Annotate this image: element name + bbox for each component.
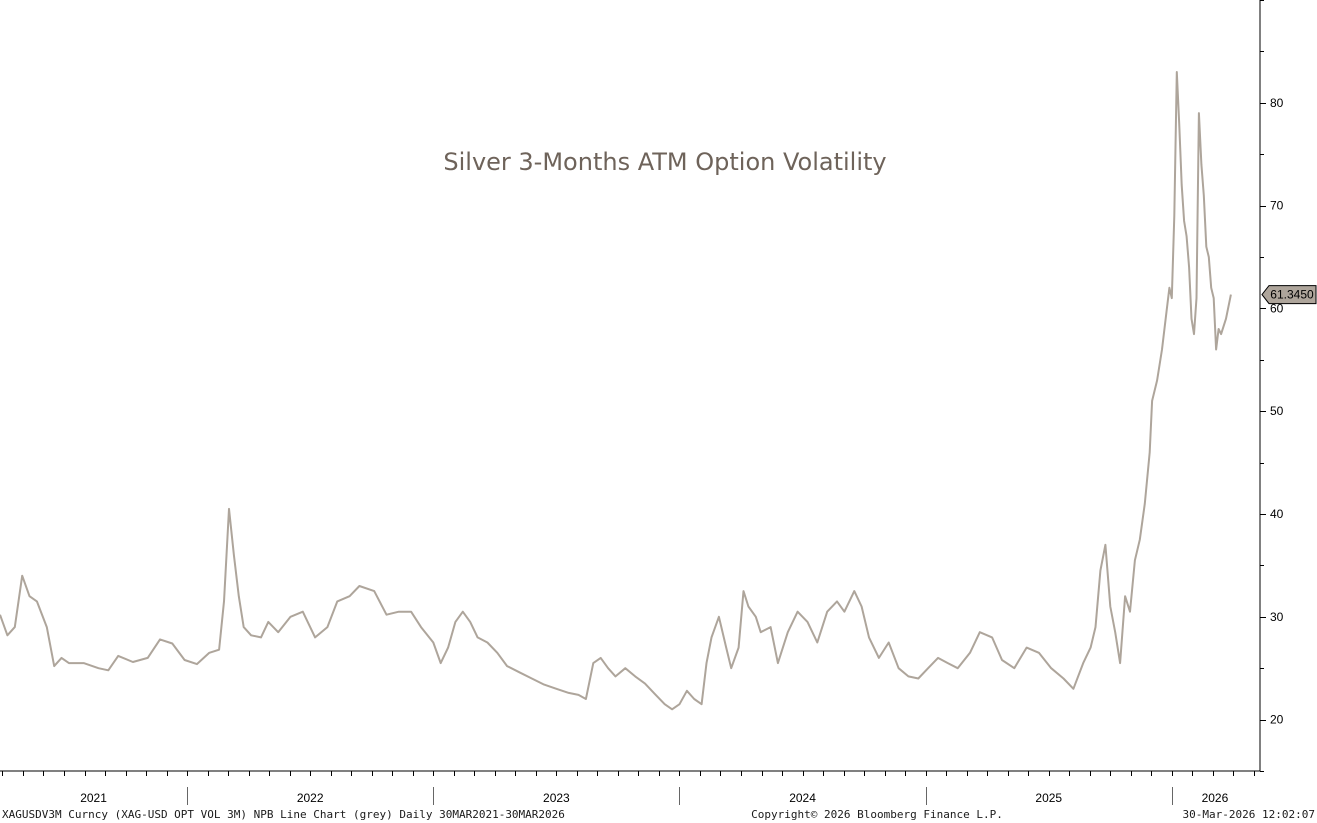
x-ticks: 2021 2022 2023 2024 2025 2026 (2, 771, 1255, 805)
footer-source: XAGUSDV3M Curncy (XAG-USD OPT VOL 3M) NP… (2, 808, 565, 821)
x-tick-label: 2021 (80, 791, 107, 805)
y-tick-label: 70 (1270, 199, 1284, 213)
y-tick-label: 60 (1270, 301, 1284, 315)
x-tick-label: 2026 (1202, 791, 1229, 805)
y-tick-label: 40 (1270, 507, 1284, 521)
y-tick-label: 20 (1270, 713, 1284, 727)
y-ticks: 20 30 40 50 60 70 80 (1260, 0, 1284, 772)
plot-area (0, 71, 1232, 711)
y-tick-label: 80 (1270, 96, 1284, 110)
footer-copyright: Copyright© 2026 Bloomberg Finance L.P. (751, 808, 1003, 821)
last-value-callout: 61.3450 (1261, 285, 1317, 305)
chart-title: Silver 3-Months ATM Option Volatility (443, 148, 886, 176)
x-tick-label: 2025 (1035, 791, 1062, 805)
y-tick-label: 50 (1270, 404, 1284, 418)
footer-timestamp: 30-Mar-2026 12:02:07 (1183, 808, 1315, 821)
y-tick-label: 30 (1270, 610, 1284, 624)
last-value-label: 61.3450 (1270, 288, 1314, 302)
last-value-tag (1261, 285, 1317, 305)
x-tick-label: 2023 (543, 791, 570, 805)
x-tick-label: 2022 (297, 791, 324, 805)
series-line-0 (0, 71, 1232, 711)
x-tick-label: 2024 (789, 791, 816, 805)
